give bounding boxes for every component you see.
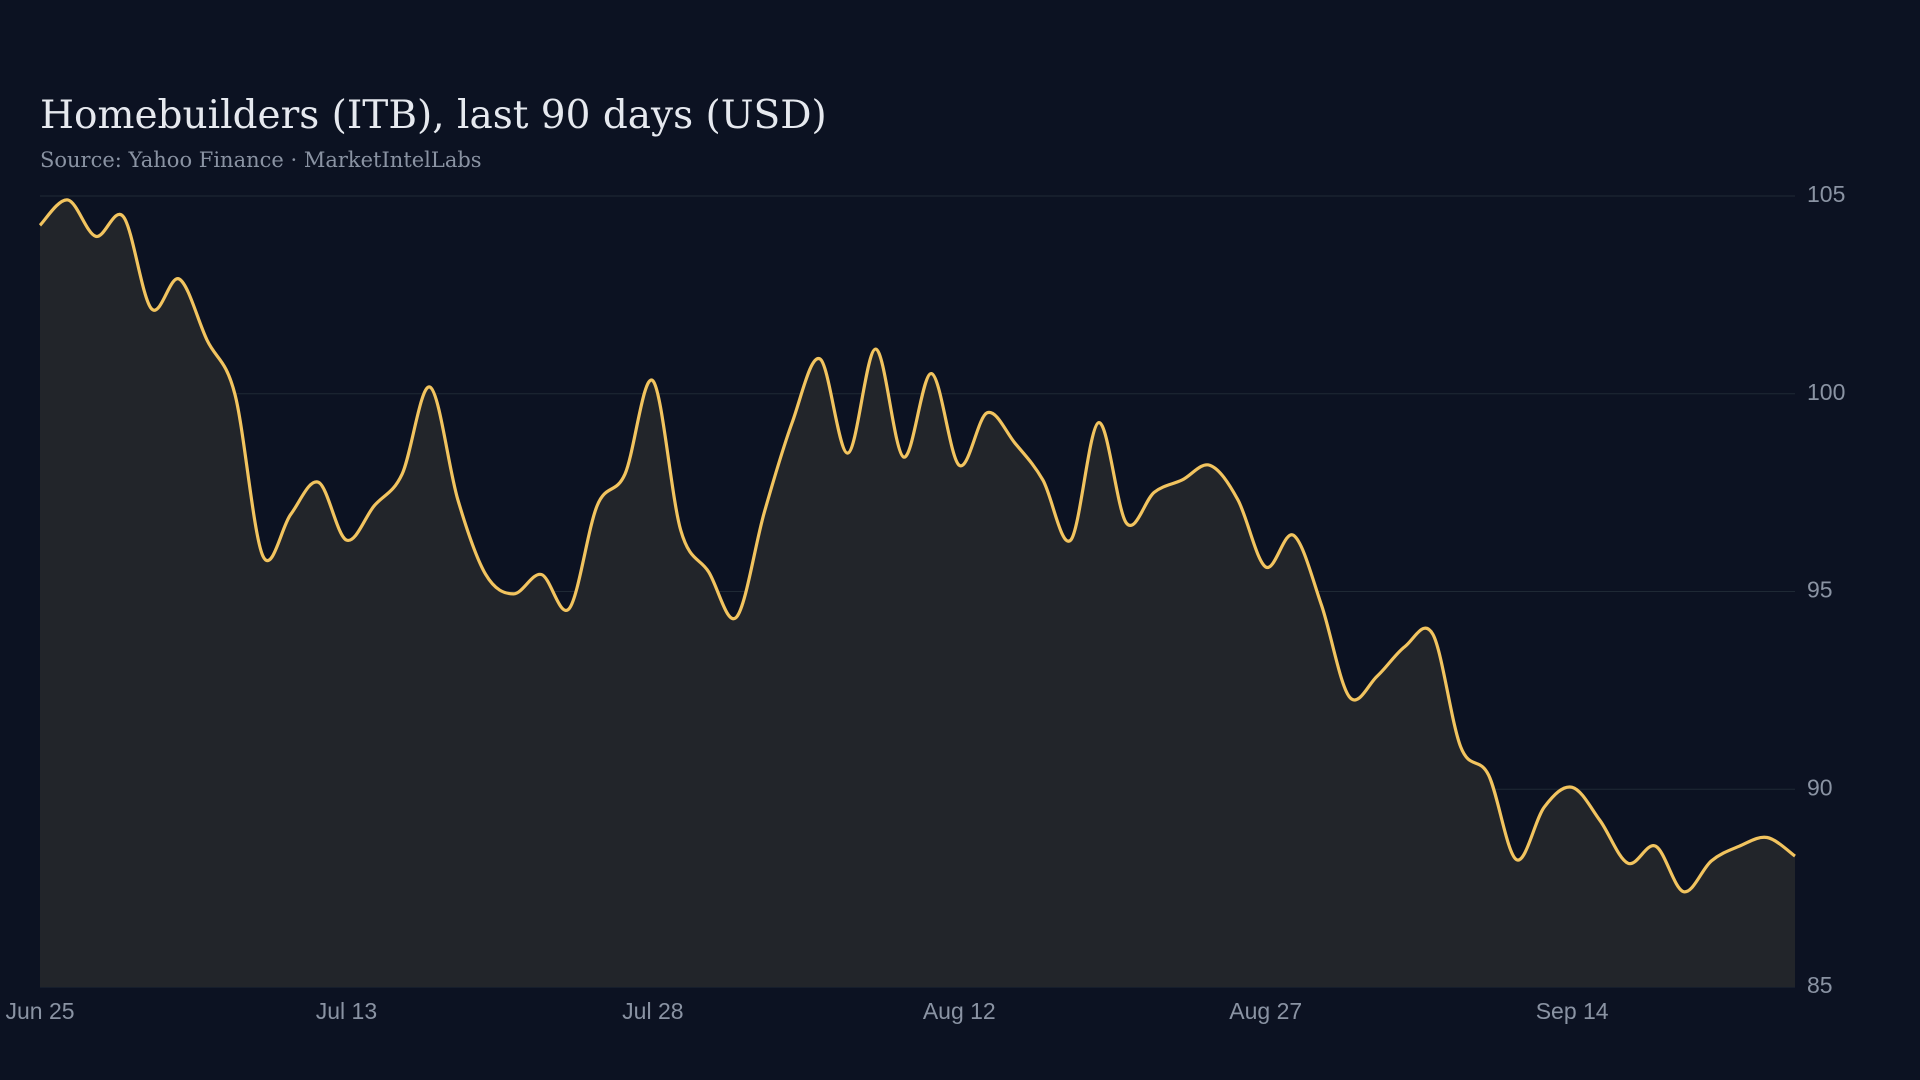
y-tick-label: 90 (1807, 774, 1833, 800)
chart-subtitle: Source: Yahoo Finance · MarketIntelLabs (40, 148, 482, 172)
x-tick-label: Aug 27 (1229, 998, 1302, 1024)
y-tick-label: 95 (1807, 577, 1833, 603)
line (38, 198, 1796, 894)
chart-title: Homebuilders (ITB), last 90 days (USD) (40, 93, 827, 138)
y-tick-label: 100 (1807, 379, 1845, 405)
x-tick-label: Jun 25 (5, 998, 74, 1024)
x-tick-label: Sep 14 (1536, 998, 1609, 1024)
area (40, 199, 1795, 987)
y-tick-label: 85 (1807, 972, 1833, 998)
y-tick-label: 105 (1807, 181, 1845, 207)
x-tick-label: Jul 28 (622, 998, 683, 1024)
x-tick-label: Jul 13 (316, 998, 377, 1024)
x-tick-label: Aug 12 (923, 998, 996, 1024)
